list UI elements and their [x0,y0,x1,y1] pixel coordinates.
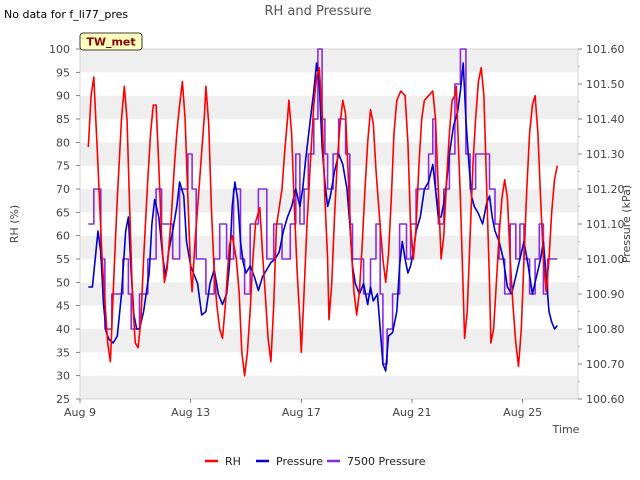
series-line-rh [87,66,559,377]
legend-label: RH [225,455,241,468]
grid-band [80,352,578,376]
chart-title: RH and Pressure [264,4,371,19]
badge-box [79,32,143,51]
grid-band [80,235,578,259]
legend: RH Pressure 7500 Pressure [205,455,426,468]
badge-label: TW_met [86,36,135,49]
y-right-tick-label: 100.90 [586,288,625,301]
x-tick-label: Aug 25 [503,406,542,419]
y-right-tick-label: 100.60 [586,393,625,406]
y-axis-left: 25 30 35 40 45 50 55 60 65 70 75 80 85 90 95 100 [49,43,80,406]
y-right-tick-label: 101.10 [586,218,625,231]
grid-band [80,375,578,399]
y-axis-left-label: RH (%) [8,205,21,243]
grid-band [80,119,578,143]
y-left-tick-label: 85 [56,113,70,126]
y-axis-right: 100.60 100.70 100.80 100.90 101.00 101.10 101.… [578,43,625,406]
y-left-tick-label: 30 [56,370,70,383]
no-data-note: No data for f_li77_pres [4,8,128,21]
x-axis: Aug 9 Aug 13 Aug 17 Aug 21 Aug 25 [64,399,542,419]
grid-band [80,212,578,236]
legend-label: 7500 Pressure [347,455,426,468]
y-right-tick-label: 101.40 [586,113,625,126]
plot-background-bands [80,49,578,399]
grid-band [80,72,578,96]
legend-label: Pressure [276,455,323,468]
series-line-7500-pressure [88,48,558,365]
y-right-tick-label: 101.60 [586,43,625,56]
y-left-tick-label: 80 [56,136,70,149]
grid-band [80,142,578,166]
y-left-tick-label: 70 [56,183,70,196]
y-right-tick-label: 101.30 [586,148,625,161]
grid-band [80,329,578,353]
y-axis-right-label: Pressure (kPa) [620,185,633,263]
y-right-tick-label: 101.20 [586,183,625,196]
series-line-pressure [88,62,558,372]
grid-band [80,49,578,73]
y-right-tick-label: 100.80 [586,323,625,336]
x-tick-label: Aug 9 [64,406,96,419]
grid-band [80,259,578,283]
grid-band [80,165,578,189]
y-left-tick-label: 65 [56,206,70,219]
grid-band [80,95,578,119]
y-left-tick-label: 60 [56,230,70,243]
y-left-tick-label: 95 [56,66,70,79]
y-left-tick-label: 25 [56,393,70,406]
x-tick-label: Aug 21 [393,406,432,419]
y-left-tick-label: 75 [56,160,70,173]
y-left-tick-label: 40 [56,323,70,336]
y-left-tick-label: 100 [49,43,70,56]
x-axis-label: Time [552,423,580,436]
y-left-tick-label: 50 [56,276,70,289]
y-left-tick-label: 35 [56,346,70,359]
x-tick-label: Aug 17 [282,406,321,419]
series-layer [87,48,559,377]
x-tick-label: Aug 13 [171,406,210,419]
y-right-tick-label: 101.50 [586,78,625,91]
y-right-tick-label: 101.00 [586,253,625,266]
y-left-tick-label: 90 [56,90,70,103]
y-right-tick-label: 100.70 [586,358,625,371]
y-left-tick-label: 55 [56,253,70,266]
station-badge: TW_met [79,32,143,51]
y-left-tick-label: 45 [56,300,70,313]
